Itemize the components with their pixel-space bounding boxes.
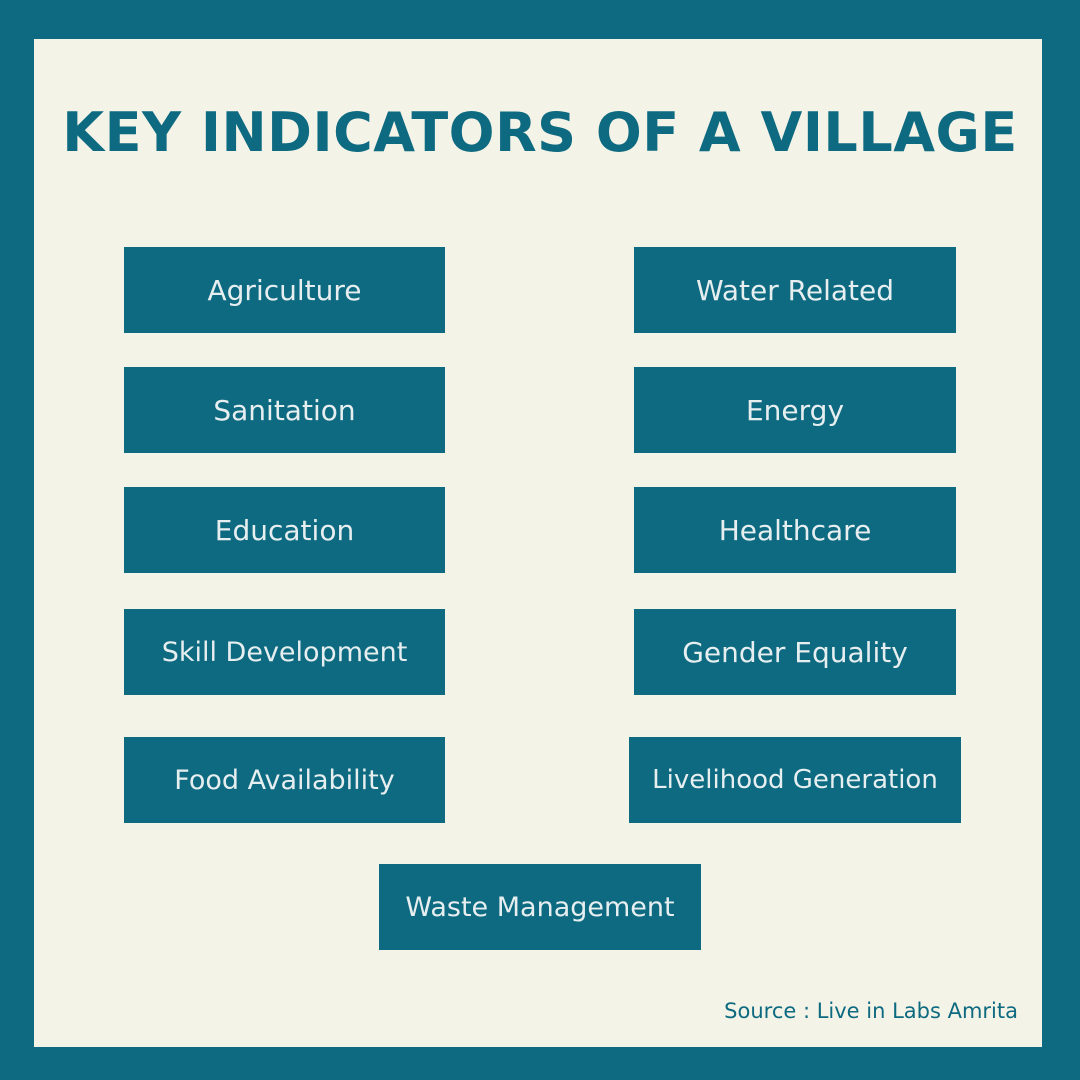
indicator-education: Education [124,487,445,573]
indicator-water-related: Water Related [634,247,956,333]
indicator-energy: Energy [634,367,956,453]
indicator-skill-development: Skill Development [124,609,445,695]
indicator-livelihood-generation: Livelihood Generation [629,737,961,823]
page-title: KEY INDICATORS OF A VILLAGE [62,101,1018,164]
indicator-agriculture: Agriculture [124,247,445,333]
indicator-healthcare: Healthcare [634,487,956,573]
indicator-waste-management: Waste Management [379,864,701,950]
indicator-food-availability: Food Availability [124,737,445,823]
source-credit: Source : Live in Labs Amrita [724,999,1018,1023]
indicator-gender-equality: Gender Equality [634,609,956,695]
indicator-sanitation: Sanitation [124,367,445,453]
